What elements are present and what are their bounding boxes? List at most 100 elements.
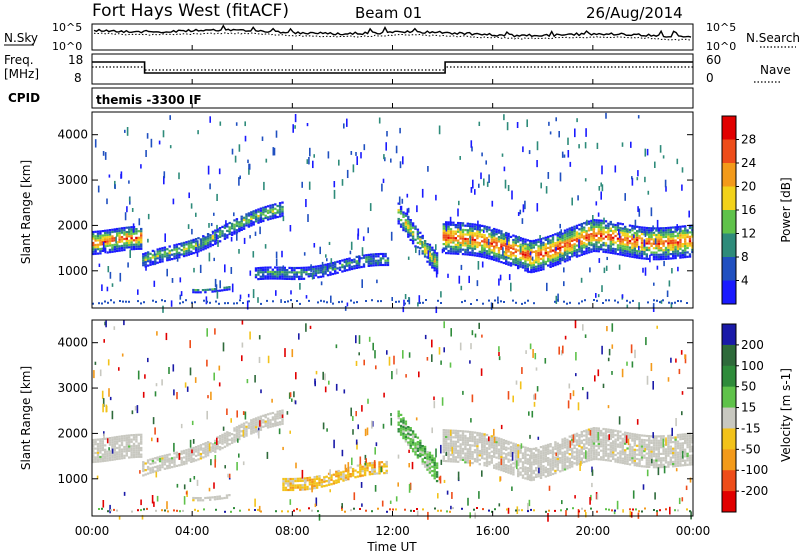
heatmap-cell [554, 261, 557, 264]
heatmap-cell [539, 452, 543, 455]
heatmap-cell [466, 441, 469, 444]
heatmap-cell [473, 225, 477, 228]
heatmap-cell [257, 221, 260, 224]
heatmap-cell [469, 457, 472, 460]
heatmap-cell [99, 455, 102, 459]
scatter-cell [233, 212, 235, 217]
heatmap-cell [559, 457, 562, 460]
heatmap-cell [296, 477, 300, 480]
heatmap-cell [457, 454, 460, 457]
heatmap-cell [173, 253, 176, 256]
heatmap-cell [655, 437, 658, 440]
heatmap-cell [252, 214, 255, 217]
noise-left-tick-top: 10^5 [52, 21, 82, 34]
heatmap-cell [612, 457, 615, 461]
heatmap-cell [323, 480, 326, 483]
heatmap-cell [178, 256, 181, 259]
heatmap-cell [264, 214, 267, 217]
heatmap-cell [549, 261, 552, 264]
heatmap-cell [578, 254, 581, 257]
heatmap-cell [120, 439, 124, 442]
heatmap-cell [262, 266, 265, 269]
scatter-cell [154, 260, 156, 266]
heatmap-cell [459, 449, 462, 452]
scatter-cell [662, 155, 665, 159]
heatmap-cell [626, 434, 629, 437]
heatmap-cell [250, 425, 253, 428]
ground-cell [671, 302, 673, 305]
heatmap-cell [409, 221, 412, 224]
heatmap-cell [442, 227, 445, 230]
heatmap-cell [156, 252, 159, 255]
heatmap-cell [197, 497, 200, 500]
scatter-cell [521, 218, 524, 224]
heatmap-cell [293, 273, 296, 276]
heatmap-cell [497, 463, 501, 466]
heatmap-cell [672, 441, 675, 444]
heatmap-cell [669, 231, 672, 234]
heatmap-cell [573, 243, 576, 246]
heatmap-cell [182, 452, 186, 455]
heatmap-cell [218, 240, 222, 243]
heatmap-cell [488, 248, 491, 251]
heatmap-cell [507, 241, 510, 244]
heatmap-cell [595, 250, 598, 253]
heatmap-cell [559, 257, 562, 260]
heatmap-cell [146, 472, 150, 475]
heatmap-cell [493, 227, 496, 231]
heatmap-cell [657, 247, 660, 250]
heatmap-cell [590, 250, 593, 253]
heatmap-cell [573, 238, 576, 241]
heatmap-cell [476, 241, 479, 244]
heatmap-cell [575, 251, 579, 254]
heatmap-cell [305, 271, 308, 274]
heatmap-cell [580, 229, 583, 232]
heatmap-cell [346, 264, 349, 267]
freq-left-tick-bottom: 8 [74, 71, 82, 85]
heatmap-cell [314, 265, 318, 268]
heatmap-cell [464, 237, 467, 240]
heatmap-cell [213, 288, 217, 291]
heatmap-cell [397, 414, 400, 418]
heatmap-cell [485, 236, 489, 240]
heatmap-cell [633, 249, 636, 252]
heatmap-cell [132, 239, 136, 242]
heatmap-cell [602, 452, 605, 455]
heatmap-cell [116, 451, 119, 454]
heatmap-cell [638, 228, 641, 231]
heatmap-cell [502, 465, 505, 468]
heatmap-cell [674, 436, 677, 439]
heatmap-cell [524, 461, 527, 465]
heatmap-cell [185, 455, 188, 458]
heatmap-cell [657, 258, 660, 261]
y-tick-label: 3000 [57, 173, 88, 187]
scatter-cell [569, 161, 572, 167]
heatmap-cell [233, 225, 236, 229]
heatmap-cell [587, 227, 591, 230]
heatmap-cell [509, 448, 513, 451]
heatmap-cell [672, 460, 675, 463]
heatmap-cell [469, 435, 472, 438]
heatmap-cell [315, 477, 319, 480]
heatmap-cell [300, 271, 303, 274]
heatmap-cell [597, 226, 600, 229]
heatmap-cell [473, 254, 477, 257]
heatmap-cell [464, 441, 467, 444]
heatmap-cell [578, 248, 581, 251]
heatmap-cell [667, 251, 670, 254]
heatmap-cell [346, 262, 349, 265]
heatmap-cell [182, 244, 186, 247]
heatmap-cell [602, 434, 605, 437]
heatmap-cell [94, 456, 97, 459]
heatmap-cell [563, 463, 567, 467]
heatmap-cell [676, 453, 680, 456]
heatmap-cell [544, 449, 547, 452]
heatmap-cell [561, 239, 564, 242]
heatmap-cell [94, 235, 97, 238]
heatmap-cell [537, 464, 540, 467]
heatmap-cell [116, 455, 119, 458]
heatmap-cell [636, 464, 639, 467]
heatmap-cell [250, 220, 253, 223]
heatmap-cell [638, 254, 641, 257]
heatmap-cell [245, 222, 248, 225]
